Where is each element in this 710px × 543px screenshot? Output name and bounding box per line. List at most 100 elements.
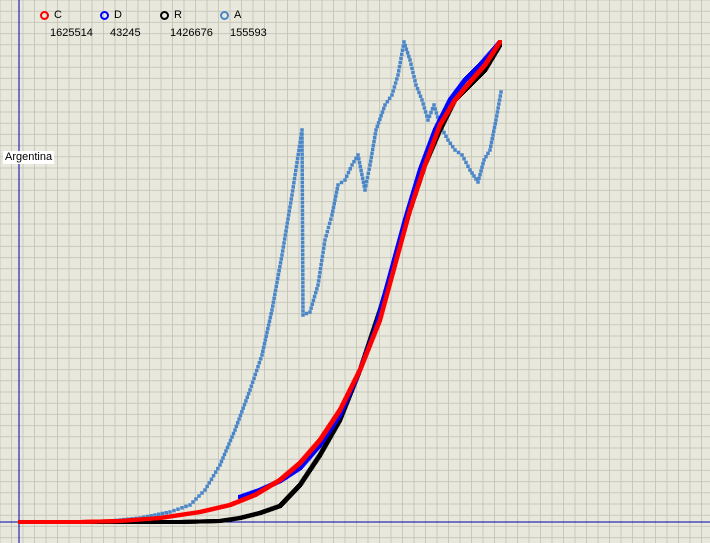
data-point xyxy=(317,275,322,279)
data-point xyxy=(288,205,292,209)
legend-marker-d xyxy=(100,10,109,20)
data-point xyxy=(366,171,371,176)
data-point xyxy=(391,89,395,93)
data-point xyxy=(300,240,305,245)
data-point xyxy=(300,236,305,241)
data-point xyxy=(253,372,258,377)
data-point xyxy=(270,304,275,308)
data-point xyxy=(145,514,150,519)
data-point xyxy=(494,118,498,122)
data-point xyxy=(332,202,336,206)
data-point xyxy=(288,201,293,205)
data-point xyxy=(390,93,394,97)
data-point xyxy=(331,209,335,213)
data-point xyxy=(275,280,279,285)
data-point xyxy=(415,87,420,91)
data-point xyxy=(246,391,251,396)
data-point xyxy=(497,98,502,102)
data-point xyxy=(282,237,287,241)
data-point xyxy=(354,156,358,161)
data-point xyxy=(188,503,192,507)
data-point xyxy=(480,165,484,170)
data-point xyxy=(296,152,300,157)
data-point xyxy=(254,368,259,373)
series-a xyxy=(98,40,503,524)
data-point xyxy=(336,183,340,187)
data-point xyxy=(319,262,323,267)
data-point xyxy=(370,147,375,152)
data-point xyxy=(405,51,410,55)
data-point xyxy=(300,252,305,257)
data-point xyxy=(300,132,304,136)
legend-value-d: 43245 xyxy=(110,27,141,39)
data-point xyxy=(240,410,244,414)
data-point xyxy=(375,124,380,129)
data-point xyxy=(368,163,372,167)
data-point xyxy=(266,323,271,327)
data-point xyxy=(464,160,468,165)
data-point xyxy=(304,311,309,316)
data-point xyxy=(261,345,266,350)
data-point xyxy=(446,138,450,142)
data-point xyxy=(197,494,201,498)
data-point xyxy=(371,143,376,148)
legend-marker-c xyxy=(40,10,49,20)
data-point xyxy=(300,184,305,189)
data-point xyxy=(237,417,241,421)
data-point xyxy=(300,204,305,209)
data-point xyxy=(339,180,344,185)
data-point xyxy=(456,150,461,155)
data-point xyxy=(414,83,418,87)
data-point xyxy=(263,338,268,342)
data-point xyxy=(490,137,494,141)
data-point xyxy=(191,500,195,504)
data-point xyxy=(448,141,453,146)
data-point xyxy=(322,242,327,246)
data-point xyxy=(453,148,457,152)
legend-label-r: R xyxy=(174,9,182,21)
data-point xyxy=(365,175,370,180)
data-point xyxy=(227,442,231,446)
data-point xyxy=(477,176,481,181)
data-point xyxy=(301,277,305,281)
data-point xyxy=(357,161,362,165)
data-point xyxy=(300,128,304,132)
data-point xyxy=(300,180,305,185)
data-point xyxy=(273,292,277,297)
data-point xyxy=(435,115,440,119)
data-point xyxy=(300,232,305,237)
data-point xyxy=(370,151,374,156)
data-point xyxy=(180,506,184,510)
data-point xyxy=(275,276,280,281)
data-point xyxy=(300,188,305,193)
data-point xyxy=(207,481,212,485)
data-point xyxy=(324,234,328,238)
data-point xyxy=(345,174,349,178)
data-point xyxy=(423,110,428,114)
data-point xyxy=(292,181,296,185)
data-point xyxy=(427,114,432,118)
data-point xyxy=(397,69,401,73)
data-point xyxy=(393,81,398,85)
data-point xyxy=(238,413,243,418)
data-point xyxy=(348,167,352,171)
data-point xyxy=(396,73,400,77)
data-point xyxy=(300,224,305,229)
data-point xyxy=(301,293,305,297)
data-point xyxy=(335,187,339,191)
data-point xyxy=(407,54,411,59)
data-point xyxy=(376,121,381,125)
data-point xyxy=(278,265,282,269)
data-point xyxy=(300,264,305,269)
data-point xyxy=(278,261,283,265)
data-point xyxy=(378,117,382,122)
legend-item-r: R xyxy=(160,9,182,21)
data-point xyxy=(157,512,161,516)
data-point xyxy=(472,174,476,178)
data-point xyxy=(409,62,413,66)
data-point xyxy=(297,148,301,153)
data-point xyxy=(313,290,318,295)
data-point xyxy=(498,94,503,98)
